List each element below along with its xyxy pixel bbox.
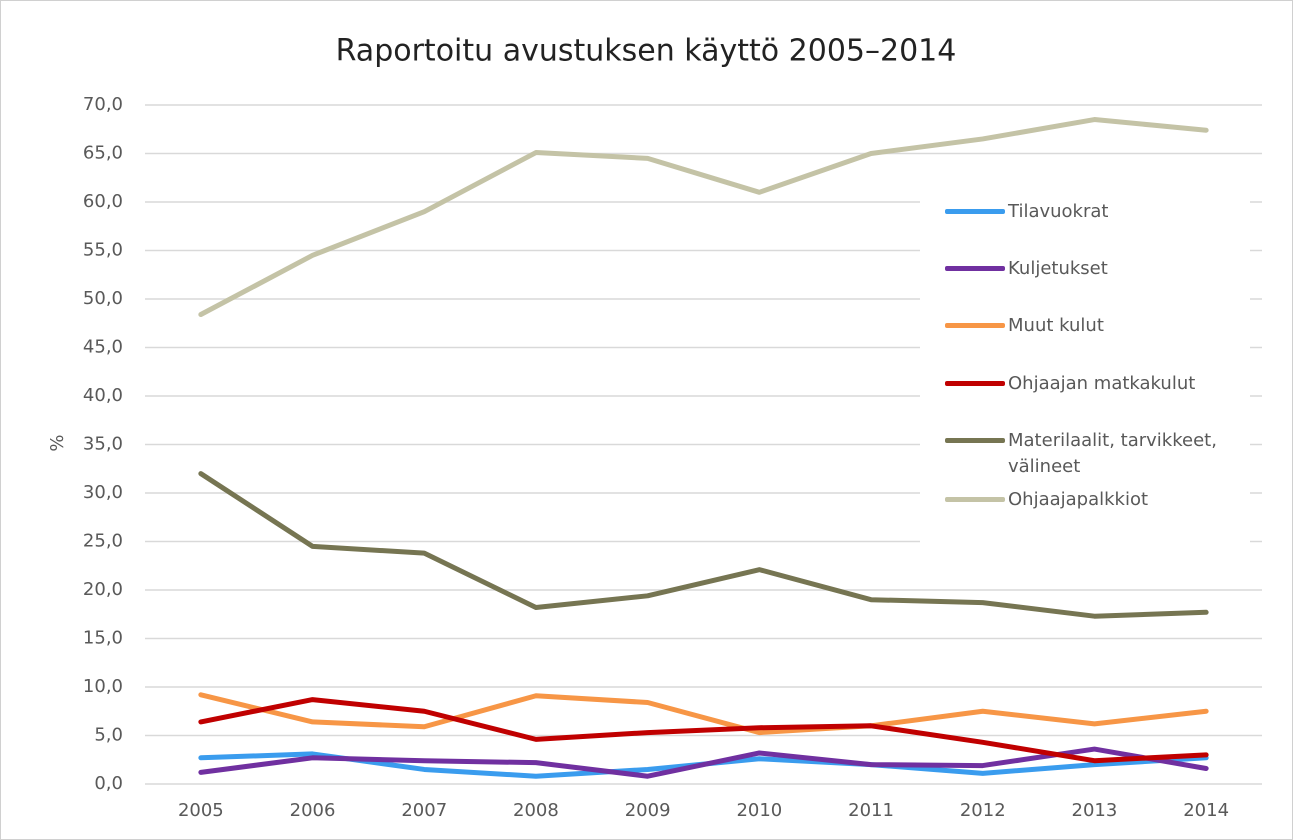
legend-swatch <box>945 266 1005 271</box>
x-tick-label: 2009 <box>625 800 671 821</box>
legend-entry: Materilaalit, tarvikkeet, välineet <box>945 428 1248 480</box>
legend-swatch <box>945 323 1005 328</box>
legend-label: Materilaalit, tarvikkeet, välineet <box>1008 430 1217 477</box>
legend: Tilavuokrat Kuljetukset Muut kulut Ohjaajan… <box>920 185 1250 545</box>
legend-label: Tilavuokrat <box>1008 201 1109 222</box>
y-tick-label: 25,0 <box>83 531 123 552</box>
line-series <box>198 746 1209 779</box>
y-tick-label: 45,0 <box>83 337 123 358</box>
y-tick-label: 15,0 <box>83 628 123 649</box>
y-tick-label: 60,0 <box>83 191 123 212</box>
line-series <box>198 697 1209 764</box>
y-tick-label: 65,0 <box>83 143 123 164</box>
legend-swatch <box>945 438 1005 443</box>
legend-label: Muut kulut <box>1008 315 1104 336</box>
legend-swatch <box>945 209 1005 214</box>
y-tick-label: 30,0 <box>83 482 123 503</box>
legend-entry: Tilavuokrat <box>945 199 1248 225</box>
line-series <box>198 117 1209 318</box>
legend-label: Ohjaajan matkakulut <box>1008 373 1196 394</box>
line-series <box>198 471 1209 619</box>
legend-label: Kuljetukset <box>1008 258 1108 279</box>
x-tick-label: 2014 <box>1183 800 1229 821</box>
y-tick-label: 70,0 <box>83 94 123 115</box>
x-tick-label: 2007 <box>401 800 447 821</box>
x-tick-label: 2005 <box>178 800 224 821</box>
legend-swatch <box>945 381 1005 386</box>
x-tick-label: 2011 <box>848 800 894 821</box>
y-tick-label: 20,0 <box>83 579 123 600</box>
legend-swatch <box>945 497 1005 502</box>
x-tick-label: 2006 <box>290 800 336 821</box>
x-tick-label: 2013 <box>1072 800 1118 821</box>
legend-label: Ohjaajapalkkiot <box>1008 489 1149 510</box>
x-tick-label: 2008 <box>513 800 559 821</box>
legend-entry: Ohjaajan matkakulut <box>945 371 1248 397</box>
legend-entry: Kuljetukset <box>945 256 1248 282</box>
x-tick-label: 2012 <box>960 800 1006 821</box>
y-tick-label: 35,0 <box>83 434 123 455</box>
y-tick-label: 50,0 <box>83 288 123 309</box>
y-tick-label: 55,0 <box>83 240 123 261</box>
legend-entry: Muut kulut <box>945 313 1248 339</box>
line-series <box>198 692 1209 736</box>
legend-entry: Ohjaajapalkkiot <box>945 487 1248 513</box>
x-tick-label: 2010 <box>736 800 782 821</box>
y-tick-label: 40,0 <box>83 385 123 406</box>
y-tick-label: 0,0 <box>94 773 123 794</box>
chart-title: Raportoitu avustuksen käyttö 2005–2014 <box>336 34 957 69</box>
y-tick-label: 5,0 <box>94 725 123 746</box>
y-axis-label: % <box>47 434 68 451</box>
y-tick-label: 10,0 <box>83 676 123 697</box>
